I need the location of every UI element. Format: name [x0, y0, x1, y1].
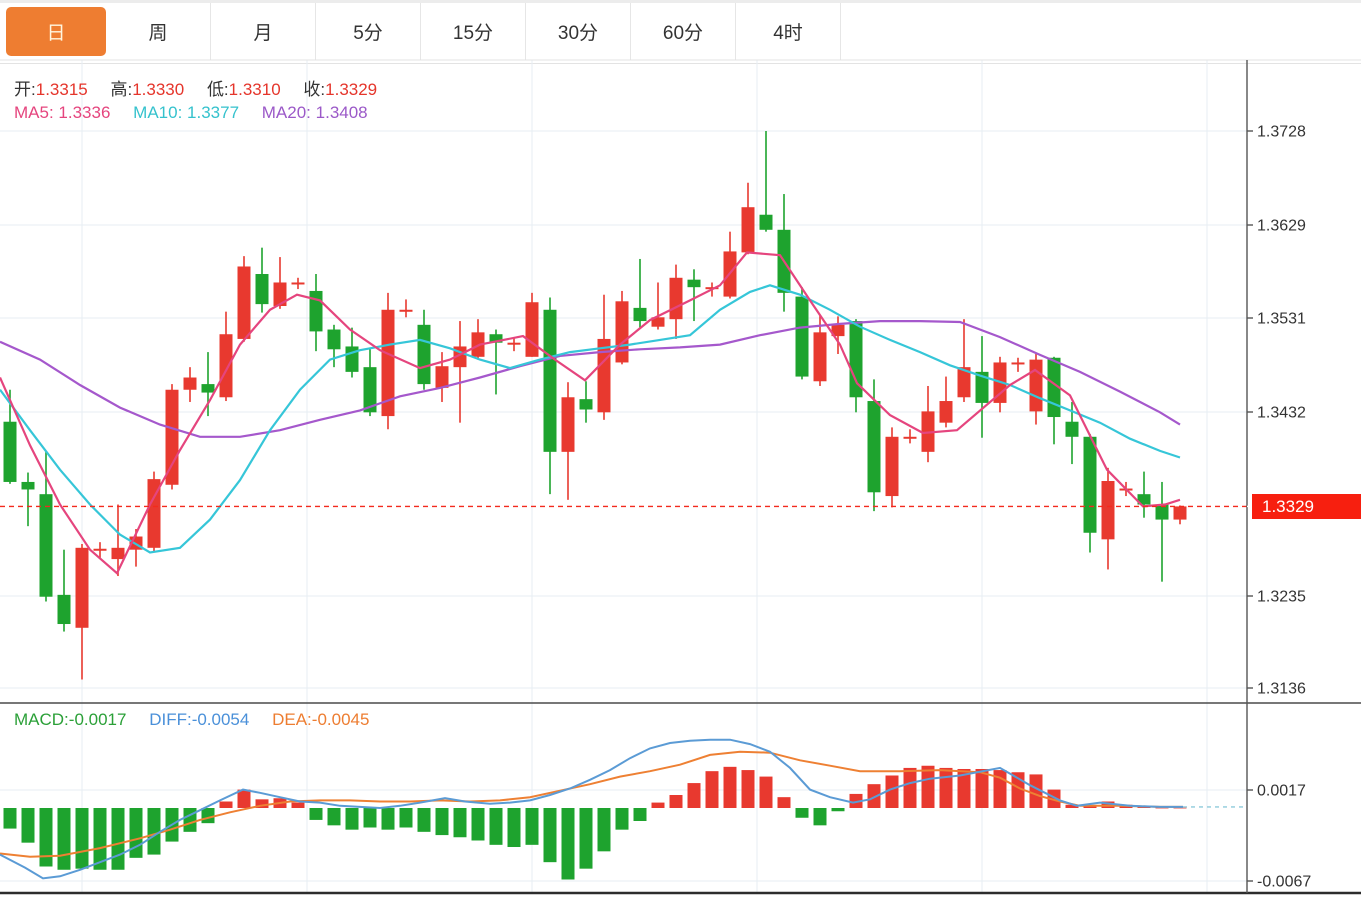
low-label: 低: [206, 80, 229, 99]
high-value: 1.3330 [132, 80, 185, 99]
macd-histogram [3, 765, 1187, 880]
grid [0, 60, 1247, 893]
ma10-line [0, 284, 1181, 554]
ma10-label: MA10: [133, 103, 183, 122]
tab-4hour[interactable]: 4时 [736, 3, 841, 60]
open-value: 1.3315 [35, 80, 88, 99]
ma20-line [0, 320, 1181, 438]
svg-text:1.3136: 1.3136 [1257, 681, 1306, 698]
dea-label: DEA: [272, 710, 312, 729]
open-label: 开: [14, 80, 36, 99]
diff-label: DIFF: [149, 710, 192, 729]
close-label: 收: [303, 80, 326, 99]
svg-text:1.3432: 1.3432 [1257, 405, 1306, 422]
close-value: 1.3329 [325, 80, 378, 99]
ma20-value: 1.3408 [315, 103, 368, 122]
dea-line [0, 750, 1183, 858]
low-value: 1.3310 [228, 80, 281, 99]
ma5-value: 1.3336 [58, 103, 111, 122]
svg-text:0.0017: 0.0017 [1257, 783, 1306, 800]
candlestick-series [3, 131, 1187, 680]
tab-monthly[interactable]: 月 [211, 3, 316, 60]
diff-value: -0.0054 [191, 710, 250, 729]
svg-text:-0.0067: -0.0067 [1257, 874, 1311, 891]
ohlc-legend: 开:1.3315 高:1.3330 低:1.3310 收:1.3329 [14, 75, 377, 100]
price-axis-labels: 1.3728 1.3629 1.3531 1.3432 1.3235 1.3136 0.00… [1247, 124, 1311, 891]
tab-daily[interactable]: 日 [6, 7, 106, 56]
high-label: 高: [110, 80, 133, 99]
tab-weekly[interactable]: 周 [106, 3, 211, 60]
svg-text:1.3531: 1.3531 [1257, 311, 1306, 328]
tab-30min[interactable]: 30分 [526, 3, 631, 60]
ma10-value: 1.3377 [187, 103, 240, 122]
ma-legend: MA5: 1.3336 MA10: 1.3377 MA20: 1.3408 [14, 103, 368, 123]
tab-60min[interactable]: 60分 [631, 3, 736, 60]
svg-text:1.3728: 1.3728 [1257, 124, 1306, 141]
current-price-badge: 1.3329 [1252, 494, 1361, 519]
ma5-label: MA5: [14, 103, 54, 122]
macd-value: -0.0017 [68, 710, 127, 729]
macd-label: MACD: [14, 710, 69, 729]
tab-15min[interactable]: 15分 [421, 3, 526, 60]
tab-5min[interactable]: 5分 [316, 3, 421, 60]
svg-text:1.3235: 1.3235 [1257, 589, 1306, 606]
timeframe-tabbar: 日 周 月 5分 15分 30分 60分 4时 [0, 0, 1361, 64]
panel-borders [0, 59, 1361, 895]
svg-text:1.3629: 1.3629 [1257, 218, 1306, 235]
dea-value: -0.0045 [311, 710, 370, 729]
diff-line [0, 738, 1183, 880]
ma5-line [0, 251, 1181, 575]
ma20-label: MA20: [261, 103, 311, 122]
macd-legend: MACD:-0.0017 DIFF:-0.0054 DEA:-0.0045 [14, 710, 369, 730]
